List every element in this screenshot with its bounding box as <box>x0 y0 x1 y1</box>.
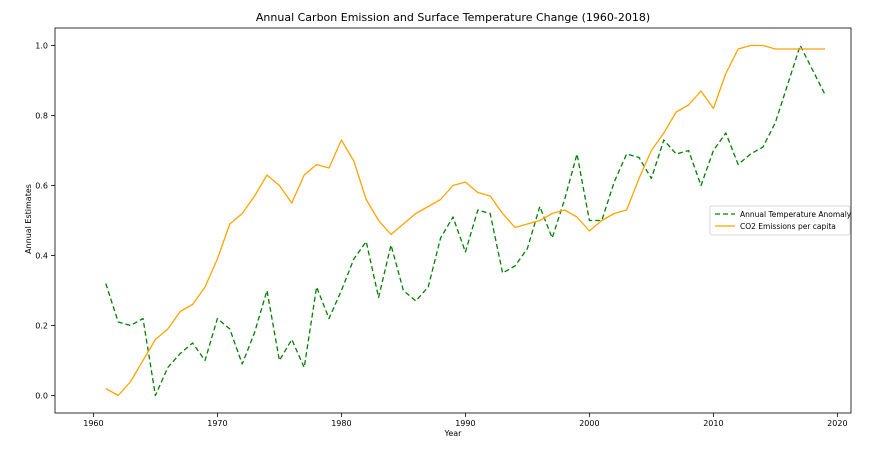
y-axis: 0.0 0.2 0.4 0.6 0.8 1.0 <box>35 42 55 401</box>
y-axis-label: Annual Estimates <box>24 184 33 254</box>
x-tick-label: 1980 <box>331 419 351 428</box>
y-tick-label: 0.6 <box>35 182 48 191</box>
x-tick-label: 1960 <box>83 419 103 428</box>
legend-entry-label: Annual Temperature Anomaly <box>740 210 852 219</box>
y-tick-label: 0.0 <box>35 392 48 401</box>
x-tick-label: 2000 <box>579 419 599 428</box>
series-line-co2-emissions <box>105 44 825 397</box>
y-tick-label: 1.0 <box>35 42 48 51</box>
chart-title: Annual Carbon Emission and Surface Tempe… <box>256 11 650 24</box>
y-tick-label: 0.8 <box>35 112 48 121</box>
legend: Annual Temperature Anomaly CO2 Emissions … <box>709 205 852 236</box>
plot-area <box>54 27 852 414</box>
x-tick-label: 1970 <box>207 419 227 428</box>
plot-frame <box>54 27 852 414</box>
legend-entry-label: CO2 Emissions per capita <box>740 222 836 231</box>
series-lines <box>105 44 826 397</box>
x-tick-label: 2010 <box>703 419 723 428</box>
y-tick-label: 0.2 <box>35 322 48 331</box>
x-axis: 1960 1970 1980 1990 2000 2010 2020 <box>83 413 848 428</box>
x-tick-label: 2020 <box>827 419 847 428</box>
y-tick-label: 0.4 <box>35 252 48 261</box>
series-line-temperature-anomaly <box>105 44 826 397</box>
x-tick-label: 1990 <box>455 419 475 428</box>
legend-box <box>709 205 851 236</box>
x-axis-label: Year <box>444 429 463 438</box>
